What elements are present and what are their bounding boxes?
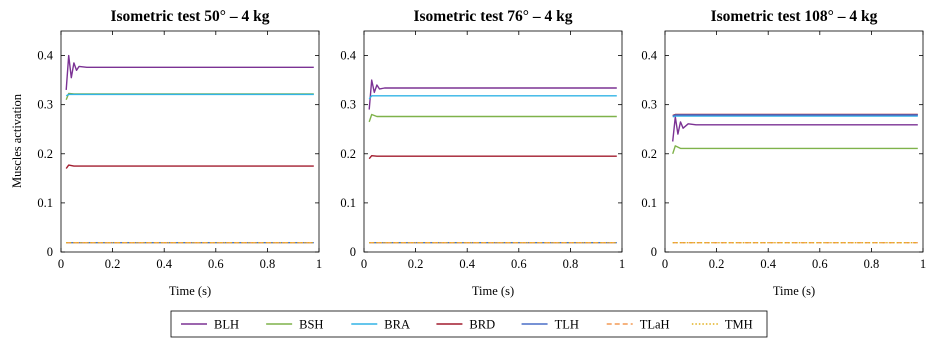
legend-label-tmh: TMH <box>725 318 753 332</box>
x-axis-label: Time (s) <box>773 284 815 298</box>
legend-label-blh: BLH <box>214 318 239 332</box>
x-tick-label: 0 <box>662 257 668 271</box>
chart-panels: Isometric test 50° – 4 kg 0 0.2 0.4 0.6 0.8 1 0… <box>37 8 926 298</box>
plot-area <box>364 31 622 252</box>
x-tick-label: 0.4 <box>459 257 475 271</box>
x-axis-label: Time (s) <box>169 284 211 298</box>
chart-panel-2: Isometric test 76° – 4 kg 0 0.2 0.4 0.6 0.8 1 0… <box>340 8 625 298</box>
legend-label-tlah: TLaH <box>640 318 670 332</box>
plot-area <box>61 31 319 252</box>
x-tick-label: 0 <box>361 257 367 271</box>
y-tick-label: 0.1 <box>641 196 657 210</box>
x-tick-label: 0.6 <box>812 257 828 271</box>
x-tick-label: 0 <box>58 257 64 271</box>
x-tick-label: 0.4 <box>760 257 776 271</box>
x-tick-label: 0.8 <box>864 257 880 271</box>
x-tick-label: 1 <box>316 257 322 271</box>
chart-panel-3: Isometric test 108° – 4 kg 0 0.2 0.4 0.6 0.8 1… <box>641 8 926 298</box>
y-tick-label: 0 <box>651 245 657 259</box>
y-tick-label: 0.2 <box>37 147 53 161</box>
chart-panel-1: Isometric test 50° – 4 kg 0 0.2 0.4 0.6 0.8 1 0… <box>37 8 322 298</box>
legend-label-bsh: BSH <box>299 318 323 332</box>
x-tick-label: 0.8 <box>563 257 579 271</box>
chart-title: Isometric test 76° – 4 kg <box>413 8 572 25</box>
y-tick-label: 0.4 <box>37 49 53 63</box>
y-tick-label: 0.2 <box>641 147 657 161</box>
x-tick-label: 1 <box>920 257 926 271</box>
series-line-bsh <box>369 115 617 122</box>
legend-label-tlh: TLH <box>555 318 579 332</box>
x-tick-label: 0.2 <box>105 257 121 271</box>
y-tick-label: 0.3 <box>340 98 356 112</box>
y-axis-label: Muscles activation <box>10 93 24 188</box>
series-line-brd <box>66 165 314 168</box>
x-tick-label: 1 <box>619 257 625 271</box>
chart-title: Isometric test 50° – 4 kg <box>110 8 269 25</box>
x-tick-label: 0.2 <box>408 257 424 271</box>
y-tick-label: 0.3 <box>641 98 657 112</box>
x-tick-label: 0.8 <box>260 257 276 271</box>
series-line-bra <box>66 94 314 95</box>
x-axis-label: Time (s) <box>472 284 514 298</box>
y-tick-label: 0.2 <box>340 147 356 161</box>
legend-label-brd: BRD <box>469 318 495 332</box>
series-line-bsh <box>673 146 918 154</box>
x-tick-label: 0.6 <box>511 257 527 271</box>
y-tick-label: 0.3 <box>37 98 53 112</box>
series-line-blh <box>66 56 314 90</box>
y-tick-label: 0.4 <box>340 49 356 63</box>
y-tick-label: 0.1 <box>340 196 356 210</box>
x-tick-label: 0.4 <box>156 257 172 271</box>
series-line-blh <box>369 80 617 110</box>
series-line-blh <box>673 117 918 142</box>
chart-title: Isometric test 108° – 4 kg <box>711 8 878 25</box>
series-line-bra <box>369 96 617 99</box>
legend: BLH BSH BRA BRD TLH TLaH TMH <box>171 311 767 337</box>
series-line-brd <box>369 156 617 159</box>
y-tick-label: 0.1 <box>37 196 53 210</box>
y-tick-label: 0.4 <box>641 49 657 63</box>
x-tick-label: 0.6 <box>208 257 224 271</box>
y-tick-label: 0 <box>47 245 53 259</box>
series-line-bra <box>673 116 918 117</box>
x-tick-label: 0.2 <box>709 257 725 271</box>
legend-label-bra: BRA <box>384 318 410 332</box>
y-tick-label: 0 <box>350 245 356 259</box>
plot-area <box>665 31 923 252</box>
